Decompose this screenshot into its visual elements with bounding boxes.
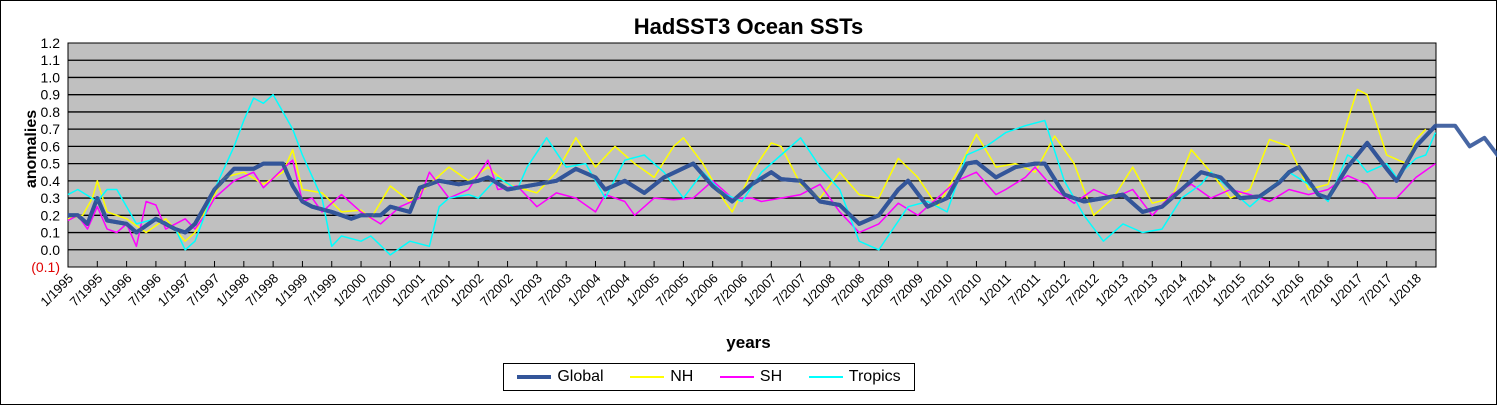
chart-title: HadSST3 Ocean SSTs <box>633 14 864 39</box>
legend-item-global: Global <box>517 368 604 386</box>
y-tick-label: 0.2 <box>41 207 61 223</box>
y-tick-label: 0.6 <box>41 138 61 154</box>
y-tick-label: 0.3 <box>41 190 61 206</box>
y-tick-label: 0.5 <box>41 156 61 172</box>
legend-swatch <box>630 376 665 378</box>
y-tick-label: 1.2 <box>41 35 61 51</box>
y-tick-label: 0.8 <box>41 104 61 120</box>
legend-swatch <box>719 376 754 378</box>
y-tick-label: 0.7 <box>41 121 61 137</box>
y-tick-label: 0.0 <box>41 242 61 258</box>
x-tick-label: 1/2018 <box>1385 271 1424 310</box>
y-tick-label: (0.1) <box>31 259 60 275</box>
y-tick-label: 1.1 <box>41 52 61 68</box>
legend: Global NH SH Tropics <box>503 363 915 391</box>
legend-item-sh: SH <box>719 368 782 386</box>
x-tick-label: 1/2011 <box>976 271 1014 309</box>
y-tick-label: 0.1 <box>41 225 61 241</box>
y-tick-label: 0.9 <box>41 87 61 103</box>
plot-background <box>67 42 1437 268</box>
y-tick-label: 0.4 <box>41 173 61 189</box>
x-tick-label: 7/2010 <box>946 271 985 310</box>
series-line-global-top <box>68 123 1497 235</box>
legend-item-tropics: Tropics <box>808 368 901 386</box>
legend-item-nh: NH <box>630 368 693 386</box>
y-tick-label: 1.0 <box>41 69 61 85</box>
x-axis-label: years <box>726 333 771 352</box>
legend-swatch <box>517 375 552 379</box>
legend-swatch <box>808 376 843 378</box>
